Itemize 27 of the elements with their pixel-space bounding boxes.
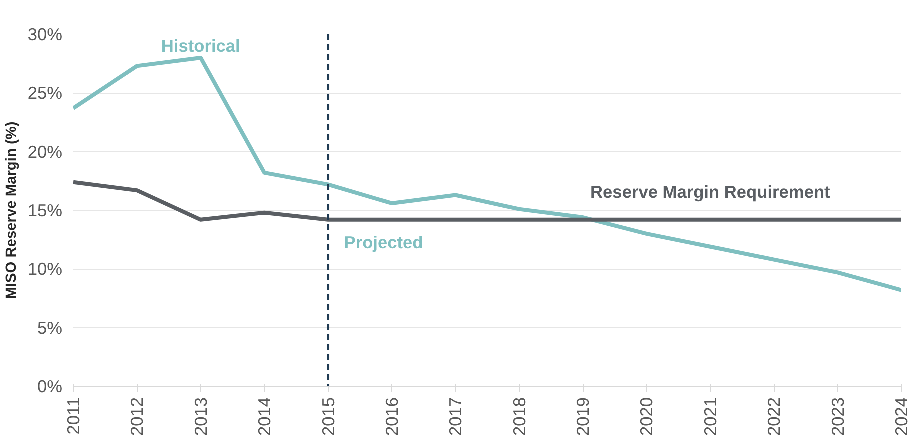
x-tick-label: 2021	[700, 397, 720, 436]
line-series	[74, 180, 902, 222]
y-tick-label: 0%	[37, 376, 62, 396]
series-label: Reserve Margin Requirement	[590, 182, 831, 202]
x-tick-label: 2012	[127, 397, 148, 436]
x-tick-label: 2024	[892, 397, 912, 436]
x-tick-label: 2019	[573, 397, 594, 436]
y-tick-label: 25%	[28, 83, 63, 104]
x-tick-label: 2018	[509, 397, 530, 436]
y-tick-label: 30%	[28, 24, 63, 44]
y-tick-label: 5%	[37, 318, 62, 338]
x-tick-label: 2013	[190, 397, 211, 436]
x-tick-label: 2023	[828, 397, 848, 436]
y-tick-label: 15%	[28, 200, 63, 220]
x-tick-label: 2022	[764, 397, 784, 436]
y-tick-label: 20%	[28, 142, 63, 162]
x-tick-label: 2017	[446, 397, 466, 436]
x-tick-label: 2020	[636, 397, 657, 436]
x-tick-label: 2011	[64, 397, 84, 435]
annotation: Historical	[161, 36, 240, 56]
annotation: Projected	[344, 232, 424, 252]
line-series	[74, 56, 902, 292]
x-tick-label: 2015	[318, 397, 338, 436]
y-axis-title: MISO Reserve Margin (%)	[4, 122, 20, 300]
x-tick-label: 2014	[254, 397, 275, 436]
x-tick-label: 2016	[382, 397, 402, 436]
y-tick-label: 10%	[28, 259, 63, 280]
